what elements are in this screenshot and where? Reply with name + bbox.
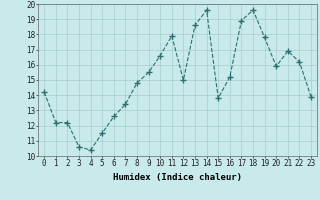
X-axis label: Humidex (Indice chaleur): Humidex (Indice chaleur) — [113, 173, 242, 182]
